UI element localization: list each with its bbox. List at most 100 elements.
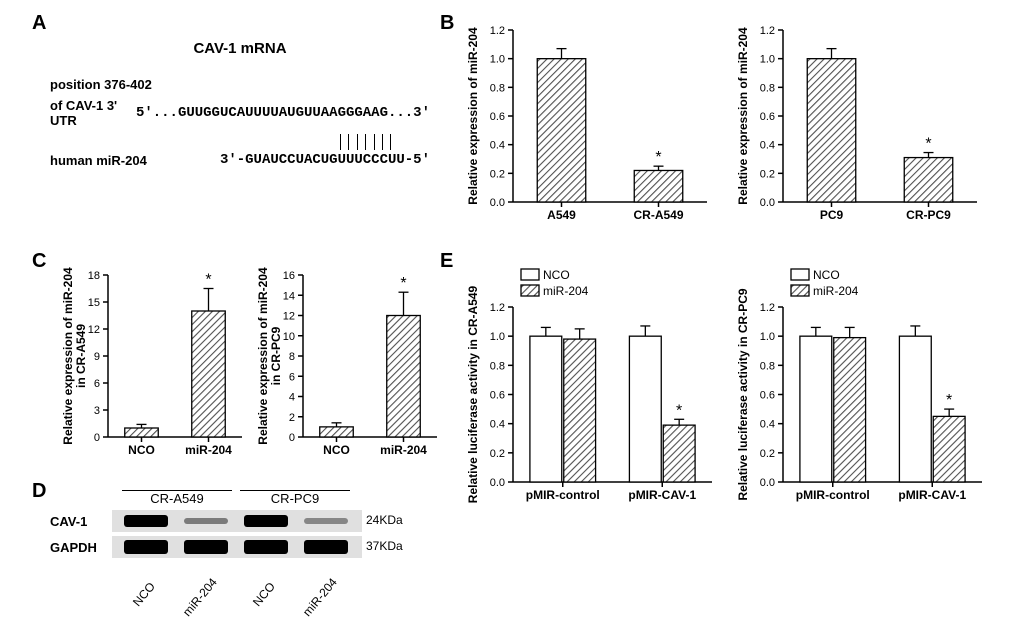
wb-lane-1: miR-204 — [180, 575, 220, 619]
svg-text:8: 8 — [289, 351, 295, 363]
svg-text:1.0: 1.0 — [490, 54, 505, 66]
svg-text:Relative expression of miR-204: Relative expression of miR-204 — [61, 267, 75, 445]
svg-text:0.8: 0.8 — [760, 360, 775, 372]
svg-text:9: 9 — [94, 351, 100, 363]
svg-text:12: 12 — [88, 324, 100, 336]
wb-row-1: GAPDH — [50, 540, 97, 555]
svg-text:in CR-A549: in CR-A549 — [74, 324, 88, 388]
svg-text:1.2: 1.2 — [760, 302, 775, 314]
svg-text:NCO: NCO — [323, 443, 350, 457]
svg-text:0.4: 0.4 — [760, 140, 775, 152]
chart-B-left: 0.0 0.2 0.4 0.6 0.8 1.0 1.2 A549 * CR-A549 Relativ… — [465, 20, 715, 230]
svg-text:0.0: 0.0 — [490, 477, 505, 489]
svg-text:pMIR-CAV-1: pMIR-CAV-1 — [628, 488, 696, 502]
panelA-title: CAV-1 mRNA — [50, 40, 430, 57]
svg-text:0.6: 0.6 — [490, 111, 505, 123]
svg-text:0.6: 0.6 — [760, 111, 775, 123]
svg-text:0.8: 0.8 — [760, 82, 775, 94]
svg-text:in CR-PC9: in CR-PC9 — [269, 326, 283, 385]
svg-text:0.0: 0.0 — [490, 197, 505, 209]
svg-text:0.0: 0.0 — [760, 197, 775, 209]
svg-text:miR-204: miR-204 — [813, 284, 859, 298]
label-A: A — [32, 12, 46, 35]
panelA-mir-label: human miR-204 — [50, 153, 175, 168]
svg-text:14: 14 — [283, 290, 295, 302]
svg-text:NCO: NCO — [128, 443, 155, 457]
chart-E-right: 0.0 0.2 0.4 0.6 0.8 1.0 1.2 NCO miR-204 pMIR-cont… — [735, 265, 990, 510]
svg-text:Relative expression of miR-204: Relative expression of miR-204 — [466, 27, 480, 205]
svg-text:0.2: 0.2 — [760, 168, 775, 180]
svg-text:PC9: PC9 — [820, 208, 844, 222]
svg-text:0.2: 0.2 — [490, 448, 505, 460]
svg-text:0.0: 0.0 — [760, 477, 775, 489]
wb-size-1: 37KDa — [366, 539, 403, 553]
svg-text:12: 12 — [283, 311, 295, 323]
chart-C-left: 0 3 6 9 12 15 18 NCO * miR-204 Relative expression… — [60, 265, 250, 465]
svg-text:A549: A549 — [547, 208, 576, 222]
panelA-mir-seq: 3'-GUAUCCUACUGUUUCCCUU-5' — [175, 152, 430, 168]
svg-text:0.2: 0.2 — [760, 448, 775, 460]
svg-text:1.0: 1.0 — [760, 331, 775, 343]
svg-text:miR-204: miR-204 — [380, 443, 427, 457]
chart-E-left: 0.00.20.40.60.81.01.2NCOmiR-204pMIR-cont… — [465, 265, 720, 510]
panelA-utr-seq: 5'...GUUGGUCAUUUUAUGUUAAGGGAAG...3' — [136, 105, 430, 121]
svg-text:0.6: 0.6 — [760, 390, 775, 402]
svg-text:miR-204: miR-204 — [543, 284, 589, 298]
svg-text:CR-PC9: CR-PC9 — [906, 208, 951, 222]
wb-group-1: CR-PC9 — [240, 490, 350, 506]
svg-text:1.2: 1.2 — [760, 25, 775, 37]
svg-text:0.4: 0.4 — [490, 140, 505, 152]
svg-text:*: * — [205, 272, 211, 289]
chart-B-right: 0.00.20.40.60.81.01.2PC9*CR-PC9Relative … — [735, 20, 985, 230]
wb-group-0: CR-A549 — [122, 490, 232, 506]
svg-text:6: 6 — [289, 371, 295, 383]
svg-text:*: * — [400, 275, 406, 292]
svg-text:*: * — [655, 149, 661, 166]
svg-text:16: 16 — [283, 270, 295, 282]
svg-text:*: * — [676, 402, 682, 419]
svg-text:1.2: 1.2 — [490, 25, 505, 37]
wb-row-0: CAV-1 — [50, 514, 87, 529]
wb-lane-2: NCO — [250, 580, 278, 609]
svg-text:1.0: 1.0 — [760, 54, 775, 66]
panel-A-sequence: CAV-1 mRNA position 376-402 of CAV-1 3' … — [50, 40, 430, 174]
wb-lane-3: miR-204 — [300, 575, 340, 619]
svg-text:0: 0 — [94, 432, 100, 444]
svg-text:0.4: 0.4 — [490, 419, 505, 431]
svg-text:0.8: 0.8 — [490, 82, 505, 94]
svg-text:pMIR-CAV-1: pMIR-CAV-1 — [898, 488, 966, 502]
svg-text:0.2: 0.2 — [490, 168, 505, 180]
svg-text:0.4: 0.4 — [760, 419, 775, 431]
label-B: B — [440, 12, 454, 35]
svg-text:miR-204: miR-204 — [185, 443, 232, 457]
svg-text:Relative expression of miR-204: Relative expression of miR-204 — [736, 27, 750, 205]
panelA-pos-label: position 376-402 — [50, 77, 180, 92]
svg-text:1.0: 1.0 — [490, 331, 505, 343]
svg-text:0.8: 0.8 — [490, 360, 505, 372]
figure: A B C D E CAV-1 mRNA position 376-402 of… — [10, 10, 1010, 619]
svg-text:CR-A549: CR-A549 — [633, 208, 683, 222]
chart-C-right: 0 2 4 6 8 10 12 14 16 NCO * miR-204 Relative express… — [255, 265, 445, 465]
svg-text:Relative luciferase activity i: Relative luciferase activity in CR-A549 — [466, 285, 480, 503]
svg-text:1.2: 1.2 — [490, 302, 505, 314]
svg-text:18: 18 — [88, 270, 100, 282]
svg-text:6: 6 — [94, 378, 100, 390]
svg-text:Relative expression of miR-204: Relative expression of miR-204 — [256, 267, 270, 445]
svg-text:2: 2 — [289, 412, 295, 424]
label-C: C — [32, 250, 46, 273]
svg-text:*: * — [946, 392, 952, 409]
svg-text:0: 0 — [289, 432, 295, 444]
label-D: D — [32, 480, 46, 503]
svg-text:3: 3 — [94, 405, 100, 417]
svg-text:15: 15 — [88, 297, 100, 309]
panelA-pairing-lines — [180, 134, 430, 152]
wb-size-0: 24KDa — [366, 513, 403, 527]
wb-lane-0: NCO — [130, 580, 158, 609]
svg-text:pMIR-control: pMIR-control — [526, 488, 600, 502]
svg-text:NCO: NCO — [813, 268, 840, 282]
svg-text:Relative luciferase activity i: Relative luciferase activity in CR-PC9 — [736, 288, 750, 500]
svg-text:10: 10 — [283, 331, 295, 343]
svg-text:pMIR-control: pMIR-control — [796, 488, 870, 502]
panelA-utr-label: of CAV-1 3' UTR — [50, 98, 136, 128]
svg-text:4: 4 — [289, 392, 295, 404]
